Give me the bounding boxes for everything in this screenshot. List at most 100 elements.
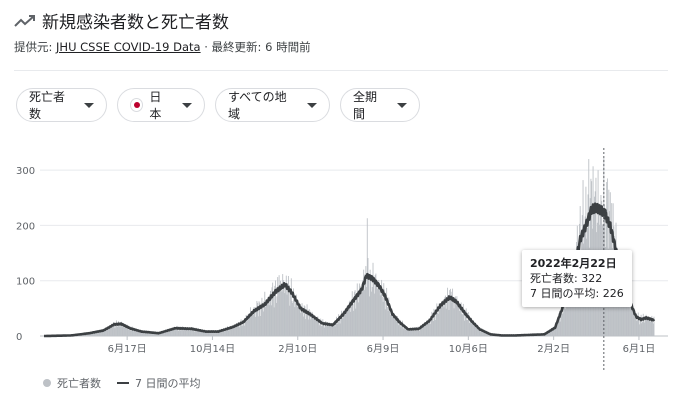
deaths-bar	[292, 302, 294, 336]
deaths-bar	[214, 330, 216, 336]
deaths-bar	[452, 300, 454, 336]
deaths-bar	[334, 326, 336, 336]
deaths-bar	[427, 323, 428, 336]
average-legend-swatch	[117, 382, 129, 384]
deaths-bar	[221, 330, 223, 336]
deaths-bar	[275, 280, 276, 336]
deaths-bar	[290, 278, 292, 336]
deaths-bar	[358, 302, 360, 336]
deaths-bar	[323, 327, 325, 336]
deaths-bar	[637, 320, 638, 336]
deaths-bar	[90, 333, 92, 336]
deaths-bar	[391, 307, 393, 336]
deaths-bar	[398, 325, 400, 336]
deaths-bar	[222, 330, 224, 336]
deaths-bar	[363, 269, 365, 336]
deaths-bar	[343, 310, 345, 336]
deaths-bar	[472, 322, 474, 336]
deaths-bar	[278, 275, 280, 336]
deaths-bar	[315, 317, 317, 336]
deaths-bar	[418, 328, 420, 336]
deaths-bar	[315, 321, 317, 336]
deaths-bar	[320, 326, 322, 336]
deaths-bar	[191, 330, 193, 336]
period-dropdown[interactable]: 全期間	[340, 88, 420, 122]
metric-dropdown[interactable]: 死亡者数	[16, 88, 107, 122]
source-link[interactable]: JHU CSSE COVID-19 Data	[56, 40, 201, 54]
deaths-bar	[133, 328, 135, 336]
country-dropdown[interactable]: 日本	[117, 88, 205, 122]
deaths-bar	[124, 325, 126, 336]
deaths-bar	[360, 294, 362, 336]
deaths-bar	[485, 332, 487, 336]
deaths-bar	[552, 328, 554, 336]
deaths-bar	[356, 283, 358, 336]
deaths-bar	[305, 319, 307, 336]
deaths-bar	[237, 322, 239, 336]
deaths-bar	[569, 283, 571, 336]
deaths-bar	[148, 332, 150, 336]
deaths-bar	[460, 302, 462, 336]
deaths-bar	[209, 330, 211, 336]
deaths-bar	[344, 314, 346, 336]
deaths-bar	[299, 306, 301, 336]
deaths-bar	[145, 330, 147, 336]
deaths-bar	[178, 330, 180, 336]
deaths-bar	[368, 274, 370, 336]
deaths-bar	[480, 330, 482, 336]
deaths-bar	[559, 321, 561, 336]
deaths-bar	[439, 308, 441, 336]
deaths-bar	[219, 330, 221, 336]
deaths-bar	[282, 274, 284, 336]
deaths-bar	[253, 307, 255, 336]
x-tick-label: 10月6日	[449, 343, 488, 355]
deaths-bar	[154, 333, 156, 336]
deaths-bar	[322, 319, 324, 336]
deaths-bar	[337, 323, 339, 336]
deaths-bar	[272, 282, 274, 336]
deaths-bar	[371, 287, 373, 336]
deaths-bar	[260, 307, 262, 336]
deaths-bar	[305, 313, 307, 336]
deaths-bar	[268, 305, 270, 336]
deaths-bar	[126, 324, 128, 336]
region-dropdown[interactable]: すべての地域	[215, 88, 330, 122]
deaths-bar	[205, 331, 207, 336]
deaths-bar	[187, 327, 189, 336]
deaths-bar	[303, 316, 304, 336]
deaths-bar	[339, 323, 341, 336]
deaths-bar	[447, 287, 449, 336]
deaths-bar	[116, 326, 118, 336]
deaths-bar	[280, 280, 281, 336]
deaths-bar	[622, 279, 624, 336]
deaths-bar	[302, 311, 304, 336]
deaths-bar	[485, 332, 487, 336]
deaths-bar	[93, 332, 94, 336]
deaths-bar	[419, 326, 421, 336]
deaths-bar	[115, 320, 117, 336]
deaths-bar	[102, 329, 104, 336]
deaths-bar	[216, 330, 218, 336]
deaths-bar	[287, 283, 289, 336]
deaths-bar	[283, 285, 285, 336]
deaths-bar	[346, 308, 347, 336]
deaths-bar	[146, 332, 147, 336]
deaths-bar	[650, 318, 652, 336]
deaths-bar	[379, 282, 380, 336]
deaths-bar	[442, 300, 443, 336]
deaths-bar	[162, 333, 164, 336]
deaths-bar	[265, 305, 267, 336]
deaths-bar	[217, 331, 218, 336]
deaths-bar	[95, 332, 97, 336]
deaths-bar	[470, 317, 472, 336]
deaths-bar	[257, 316, 259, 336]
deaths-bar	[232, 326, 234, 336]
deaths-bar	[295, 298, 297, 336]
deaths-bar	[197, 328, 199, 336]
deaths-bar	[427, 323, 429, 336]
deaths-bar	[319, 319, 321, 336]
deaths-bar	[426, 321, 428, 336]
deaths-bar	[437, 312, 438, 336]
deaths-bar	[372, 262, 374, 336]
deaths-bar	[149, 332, 151, 336]
